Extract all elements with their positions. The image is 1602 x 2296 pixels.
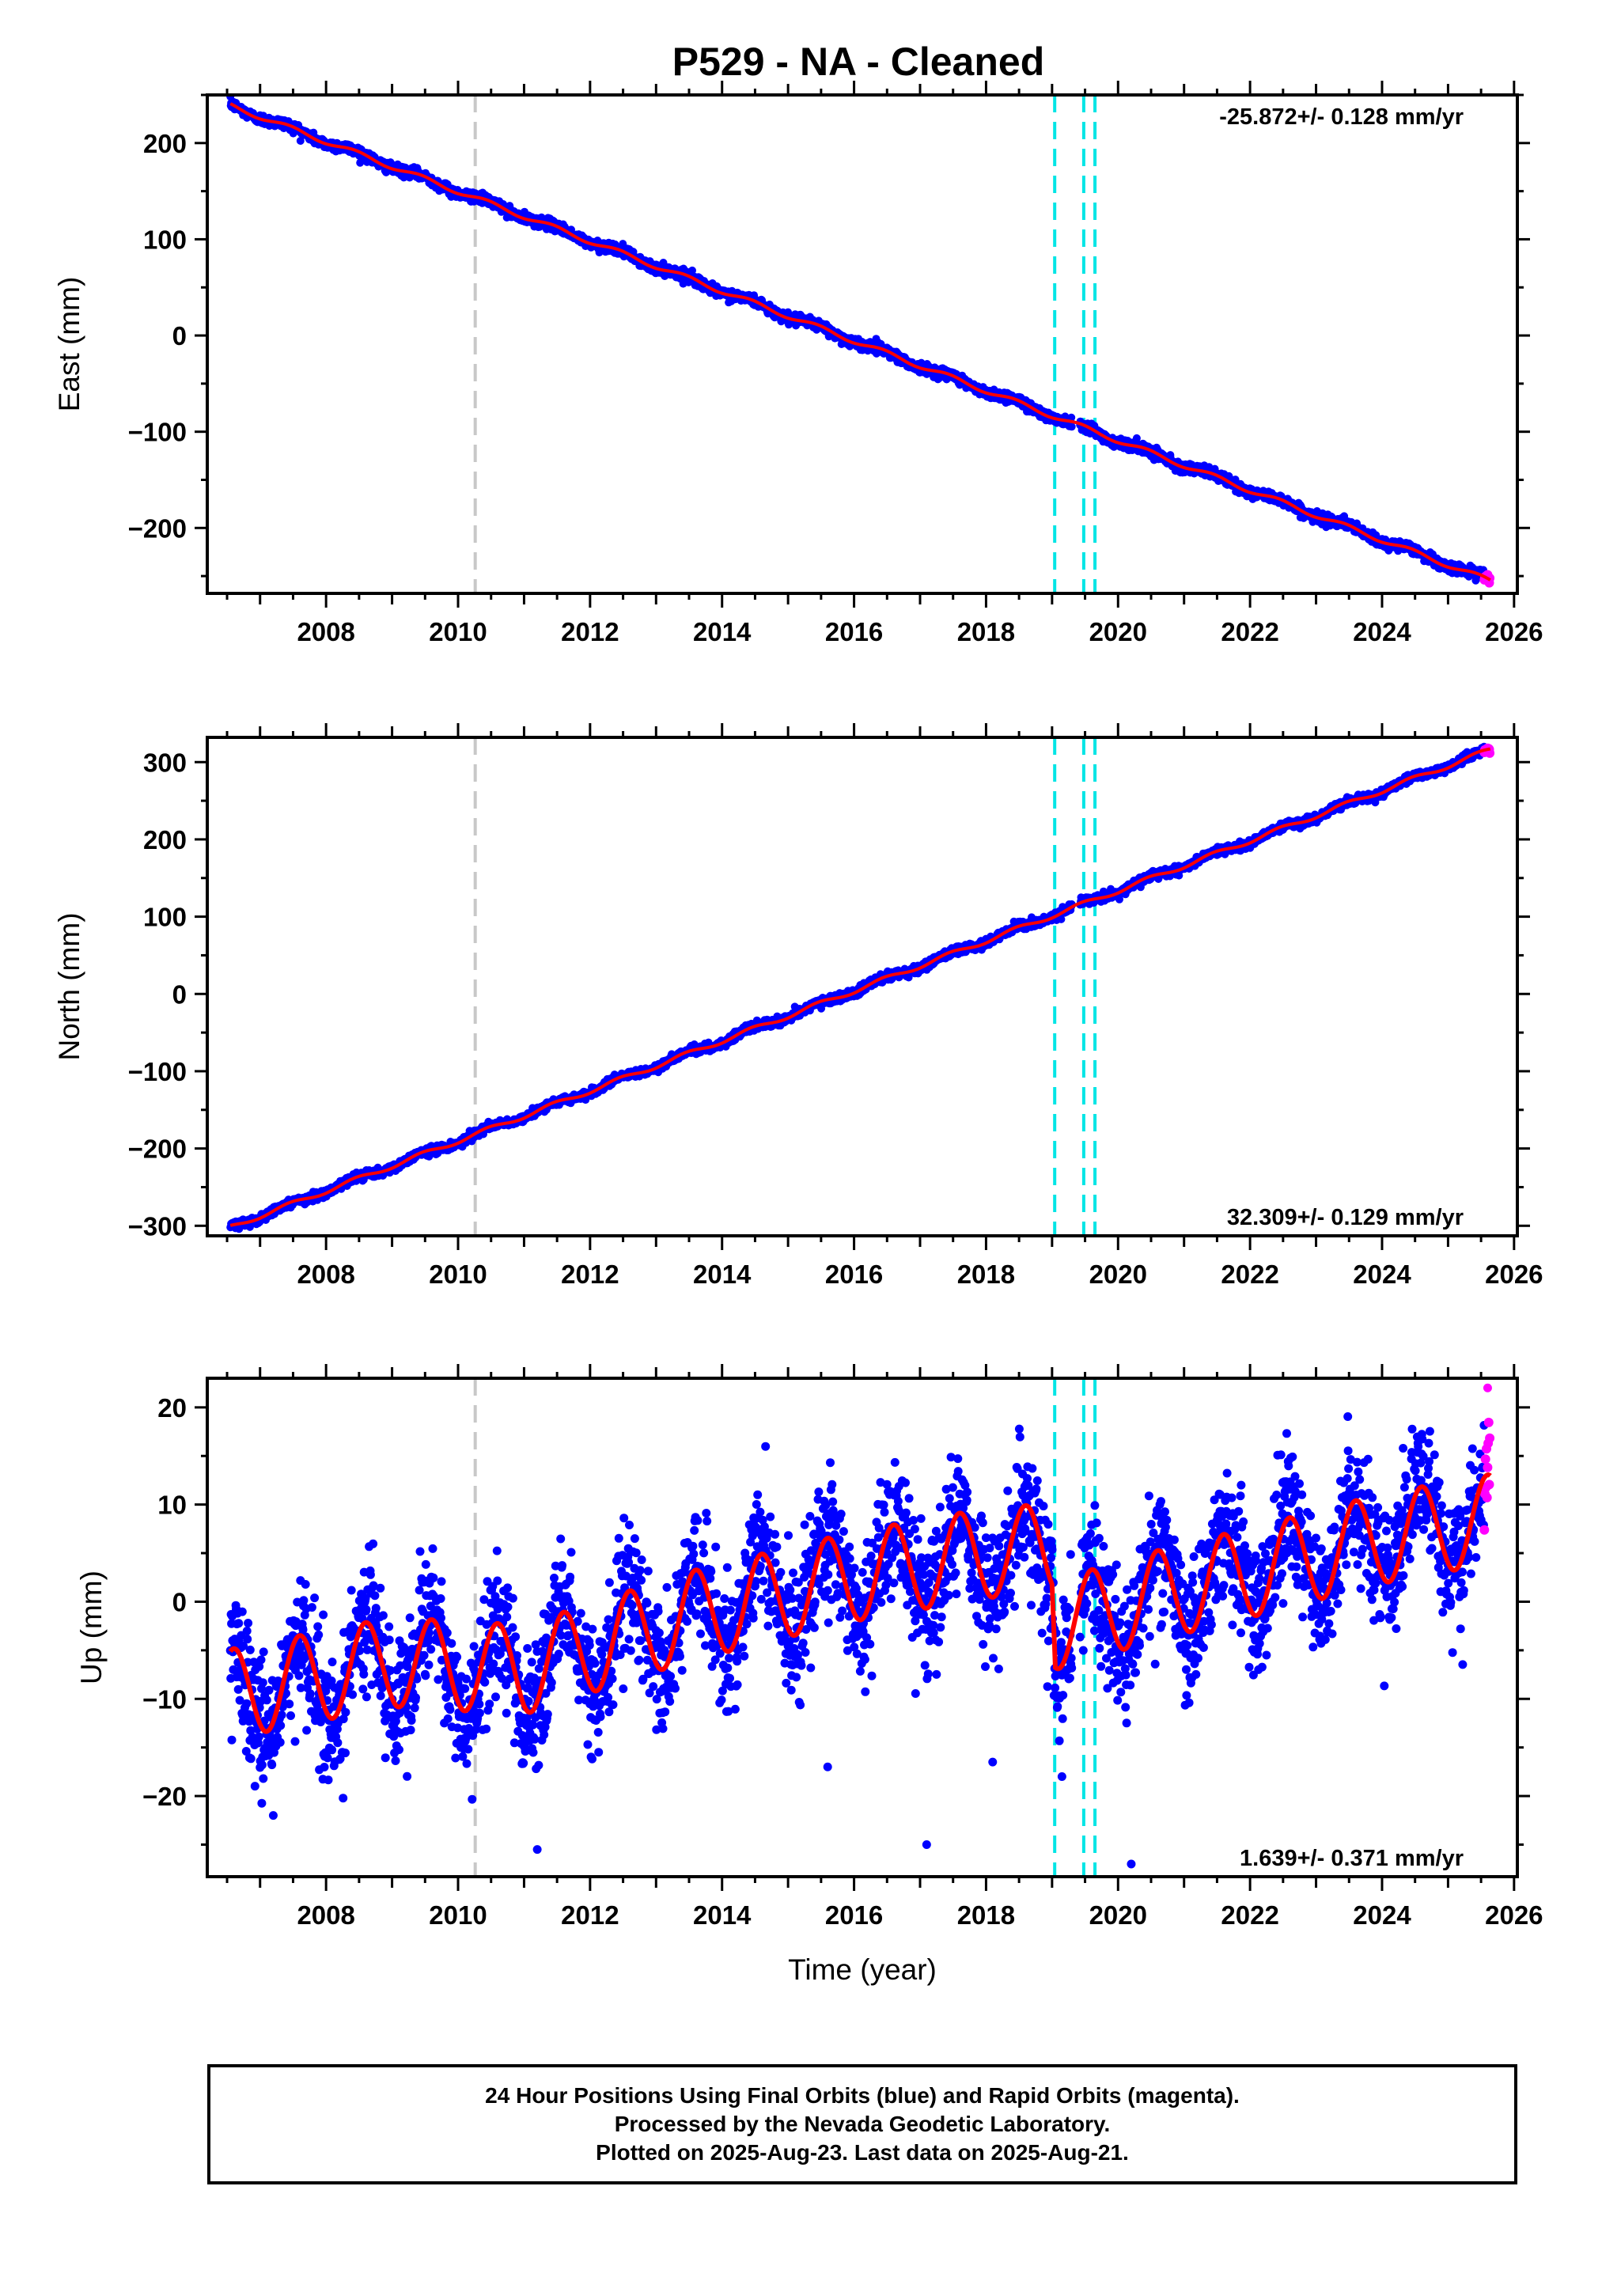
x-tick-label: 2008 [297,617,354,646]
x-tick-label: 2022 [1221,617,1278,646]
y-tick-label: 200 [143,129,187,158]
x-tick-label: 2020 [1089,617,1147,646]
plot-area [226,95,1495,593]
y-axis-label: East (mm) [53,277,85,412]
x-tick-label: 2012 [561,617,619,646]
plot-area [226,737,1495,1236]
x-tick-label: 2024 [1353,617,1411,646]
panel-east: 2008 2010 2012 2014 2016 2018 2020 2022 2024 2026… [53,81,1543,646]
final-orbit-point [1067,422,1076,431]
x-tick-label: 2016 [825,617,883,646]
x-tick-label: 2018 [957,617,1015,646]
y-tick-label: 0 [172,321,187,350]
chart-title: P529 - NA - Cleaned [672,40,1045,84]
y-tick-label: −100 [128,418,187,447]
x-tick-label: 2026 [1485,617,1543,646]
x-tick-label: 2010 [429,617,487,646]
x-tick-label: 2014 [693,617,752,646]
panel-north: 2008 2010 2012 2014 2016 2018 2020 2022 2024 2026… [53,723,1543,1289]
y-tick-label: −200 [128,513,187,543]
velocity-annotation: -25.872+/- 0.128 mm/yr [1219,104,1464,130]
y-tick-label: 100 [143,225,187,254]
